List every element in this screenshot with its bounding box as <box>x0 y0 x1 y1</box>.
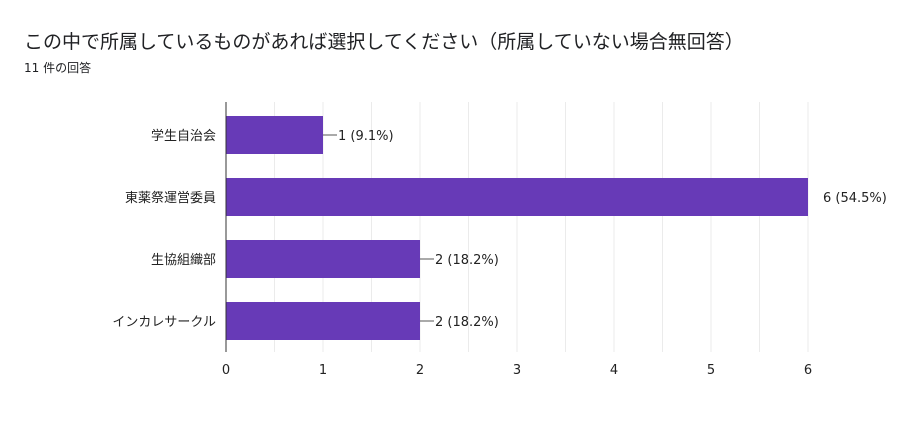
data-label: 2 (18.2%) <box>435 253 499 268</box>
category-label: 東薬祭運営委員 <box>125 190 216 206</box>
bar <box>226 178 808 216</box>
category-label: 学生自治会 <box>151 128 216 144</box>
x-tick-label: 1 <box>319 363 327 378</box>
data-label: 1 (9.1%) <box>338 129 394 144</box>
x-tick-label: 6 <box>804 363 812 378</box>
data-label: 6 (54.5%) <box>823 191 887 206</box>
chart-title: この中で所属しているものがあれば選択してください（所属していない場合無回答） <box>24 31 744 53</box>
category-label: 生協組織部 <box>151 253 216 268</box>
x-tick-label: 2 <box>416 363 424 378</box>
x-tick-label: 4 <box>610 363 618 378</box>
response-count: 11 件の回答 <box>24 61 92 75</box>
bar <box>226 302 420 340</box>
bar <box>226 116 323 154</box>
x-tick-label: 0 <box>222 363 230 378</box>
category-label: インカレサークル <box>112 315 216 330</box>
x-tick-label: 5 <box>707 363 715 378</box>
data-label: 2 (18.2%) <box>435 315 499 330</box>
x-tick-label: 3 <box>513 363 521 378</box>
bar <box>226 240 420 278</box>
